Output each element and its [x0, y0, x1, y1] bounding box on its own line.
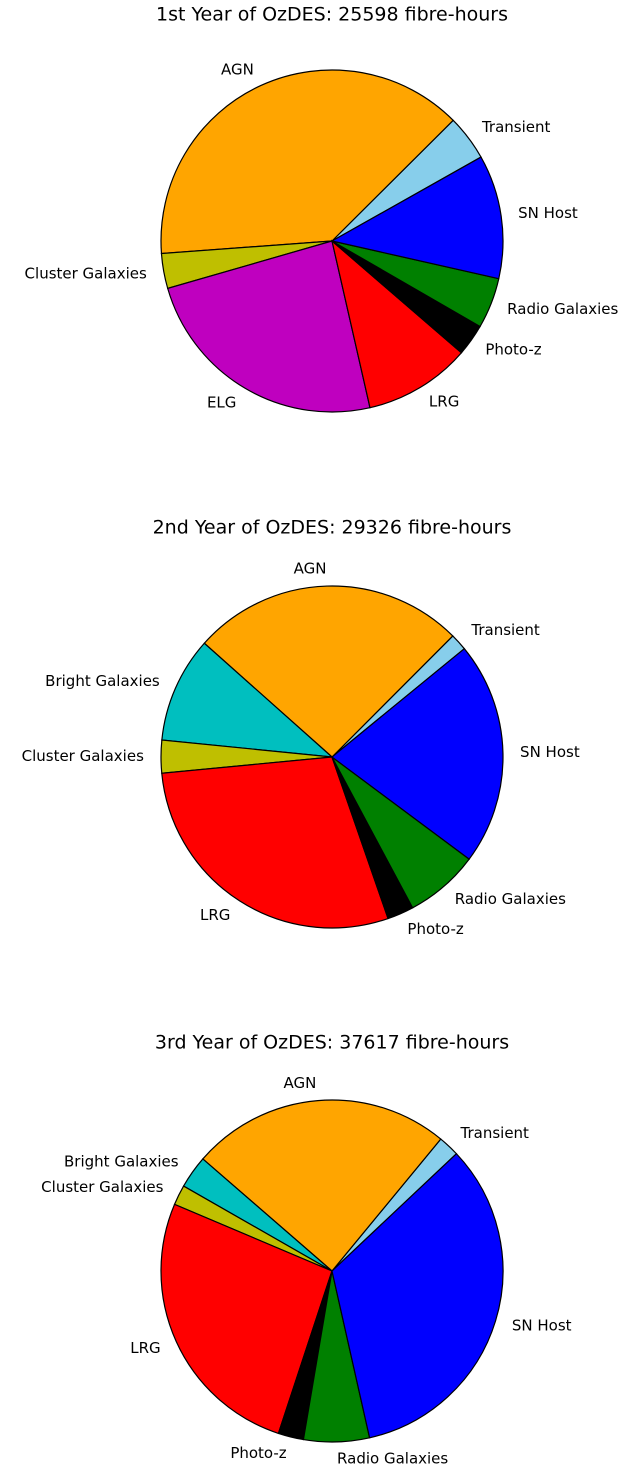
pie-slice	[331, 239, 463, 409]
pie-slice	[331, 1152, 504, 1439]
slice-label: LRG	[429, 393, 459, 411]
pie-slice	[161, 756, 389, 929]
slice-label: SN Host	[512, 1316, 572, 1334]
slice-label: Transient	[470, 621, 540, 639]
slice-label: Transient	[460, 1124, 530, 1142]
slice-label: Photo-z	[407, 920, 463, 938]
slice-label: AGN	[283, 1074, 316, 1092]
slice-label: SN Host	[520, 743, 580, 761]
pie-slice	[330, 156, 504, 280]
slice-label: AGN	[294, 559, 327, 577]
chart-title: 3rd Year of OzDES: 37617 fibre-hours	[155, 1032, 509, 1054]
slice-label: Photo-z	[230, 1444, 286, 1462]
slice-label: Bright Galaxies	[64, 1153, 179, 1171]
slice-label: Cluster Galaxies	[25, 265, 147, 283]
slice-label: Cluster Galaxies	[41, 1178, 163, 1196]
pie-slice	[201, 1099, 442, 1272]
pie-slice	[203, 585, 454, 758]
slice-label: Radio Galaxies	[507, 300, 618, 318]
slice-label: Transient	[481, 118, 551, 136]
slice-label: Photo-z	[485, 340, 541, 358]
chart-title: 1st Year of OzDES: 25598 fibre-hours	[156, 4, 508, 26]
slice-label: SN Host	[518, 204, 578, 222]
pie-slice	[160, 69, 455, 255]
pie-slice	[166, 240, 371, 413]
chart-title: 2nd Year of OzDES: 29326 fibre-hours	[153, 517, 512, 539]
slice-label: Radio Galaxies	[455, 890, 566, 908]
slice-label: ELG	[207, 394, 236, 412]
slice-label: LRG	[200, 906, 230, 924]
slice-label: AGN	[221, 60, 254, 78]
pie-slice	[161, 642, 334, 758]
slice-label: Cluster Galaxies	[22, 747, 144, 765]
slice-label: Bright Galaxies	[45, 672, 160, 690]
pie-slice	[331, 647, 504, 860]
slice-label: Radio Galaxies	[337, 1450, 448, 1467]
pie-slice	[160, 1203, 333, 1435]
slice-label: LRG	[130, 1339, 160, 1357]
